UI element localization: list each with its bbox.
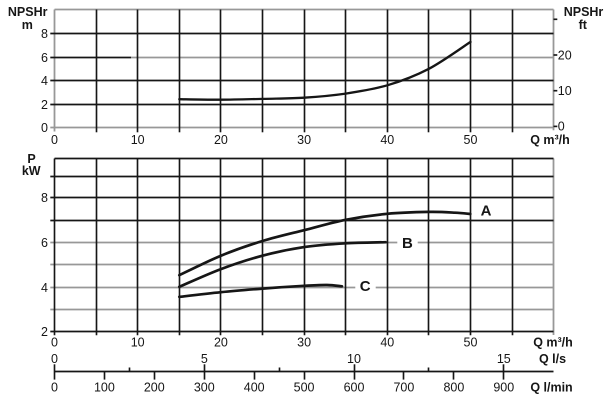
- svg-text:300: 300: [194, 380, 215, 394]
- svg-text:10: 10: [347, 352, 361, 366]
- svg-text:900: 900: [493, 380, 514, 394]
- svg-text:20: 20: [214, 133, 228, 147]
- svg-text:2: 2: [41, 98, 48, 112]
- svg-text:2: 2: [41, 325, 48, 339]
- svg-text:m: m: [22, 18, 33, 32]
- svg-text:P: P: [27, 152, 35, 166]
- svg-text:Q m³/h: Q m³/h: [533, 336, 573, 350]
- svg-text:100: 100: [94, 380, 115, 394]
- svg-text:B: B: [402, 235, 413, 252]
- svg-text:40: 40: [380, 133, 394, 147]
- svg-text:600: 600: [344, 380, 365, 394]
- svg-text:NPSHr: NPSHr: [8, 5, 48, 19]
- svg-text:8: 8: [41, 27, 48, 41]
- svg-text:40: 40: [380, 336, 394, 350]
- svg-text:Q l/min: Q l/min: [530, 381, 572, 395]
- svg-text:20: 20: [558, 48, 572, 62]
- svg-text:4: 4: [41, 281, 48, 295]
- svg-text:Q l/s: Q l/s: [539, 352, 566, 366]
- svg-text:kW: kW: [22, 164, 41, 178]
- svg-text:6: 6: [41, 236, 48, 250]
- svg-text:0: 0: [51, 336, 58, 350]
- svg-text:30: 30: [297, 336, 311, 350]
- svg-text:10: 10: [558, 84, 572, 98]
- svg-text:700: 700: [393, 380, 414, 394]
- svg-text:800: 800: [443, 380, 464, 394]
- svg-text:400: 400: [244, 380, 265, 394]
- svg-text:200: 200: [144, 380, 165, 394]
- svg-text:ft: ft: [579, 18, 588, 32]
- svg-text:10: 10: [131, 133, 145, 147]
- svg-text:Q m³/h: Q m³/h: [530, 133, 570, 147]
- svg-text:0: 0: [51, 133, 58, 147]
- svg-text:C: C: [360, 278, 371, 295]
- svg-text:4: 4: [41, 74, 48, 88]
- svg-text:0: 0: [51, 352, 58, 366]
- svg-text:500: 500: [294, 380, 315, 394]
- svg-text:10: 10: [131, 336, 145, 350]
- svg-text:50: 50: [464, 336, 478, 350]
- svg-text:0: 0: [51, 380, 58, 394]
- svg-text:50: 50: [464, 133, 478, 147]
- svg-text:8: 8: [41, 191, 48, 205]
- svg-text:5: 5: [201, 352, 208, 366]
- svg-text:6: 6: [41, 51, 48, 65]
- svg-text:0: 0: [558, 120, 565, 134]
- svg-text:20: 20: [214, 336, 228, 350]
- svg-text:0: 0: [41, 121, 48, 135]
- svg-text:NPSHr: NPSHr: [564, 5, 604, 19]
- svg-text:A: A: [481, 203, 492, 220]
- svg-text:30: 30: [297, 133, 311, 147]
- svg-text:15: 15: [497, 352, 511, 366]
